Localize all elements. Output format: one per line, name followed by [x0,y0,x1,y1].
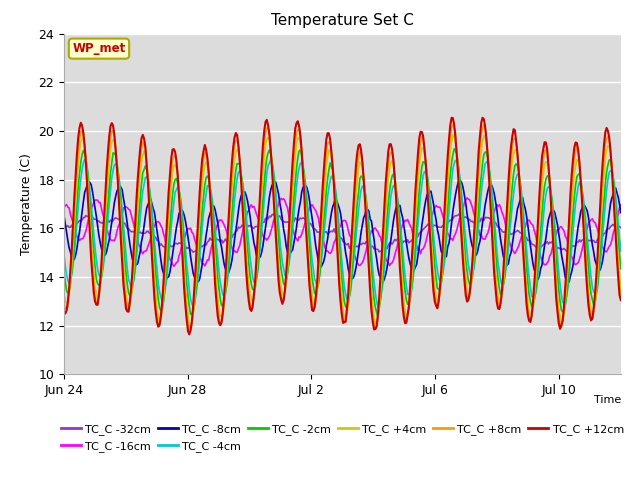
Legend: TC_C -32cm, TC_C -16cm, TC_C -8cm, TC_C -4cm, TC_C -2cm, TC_C +4cm, TC_C +8cm, T: TC_C -32cm, TC_C -16cm, TC_C -8cm, TC_C … [61,424,624,452]
Text: WP_met: WP_met [72,42,125,55]
Text: Time: Time [593,395,621,405]
Title: Temperature Set C: Temperature Set C [271,13,414,28]
Y-axis label: Temperature (C): Temperature (C) [20,153,33,255]
